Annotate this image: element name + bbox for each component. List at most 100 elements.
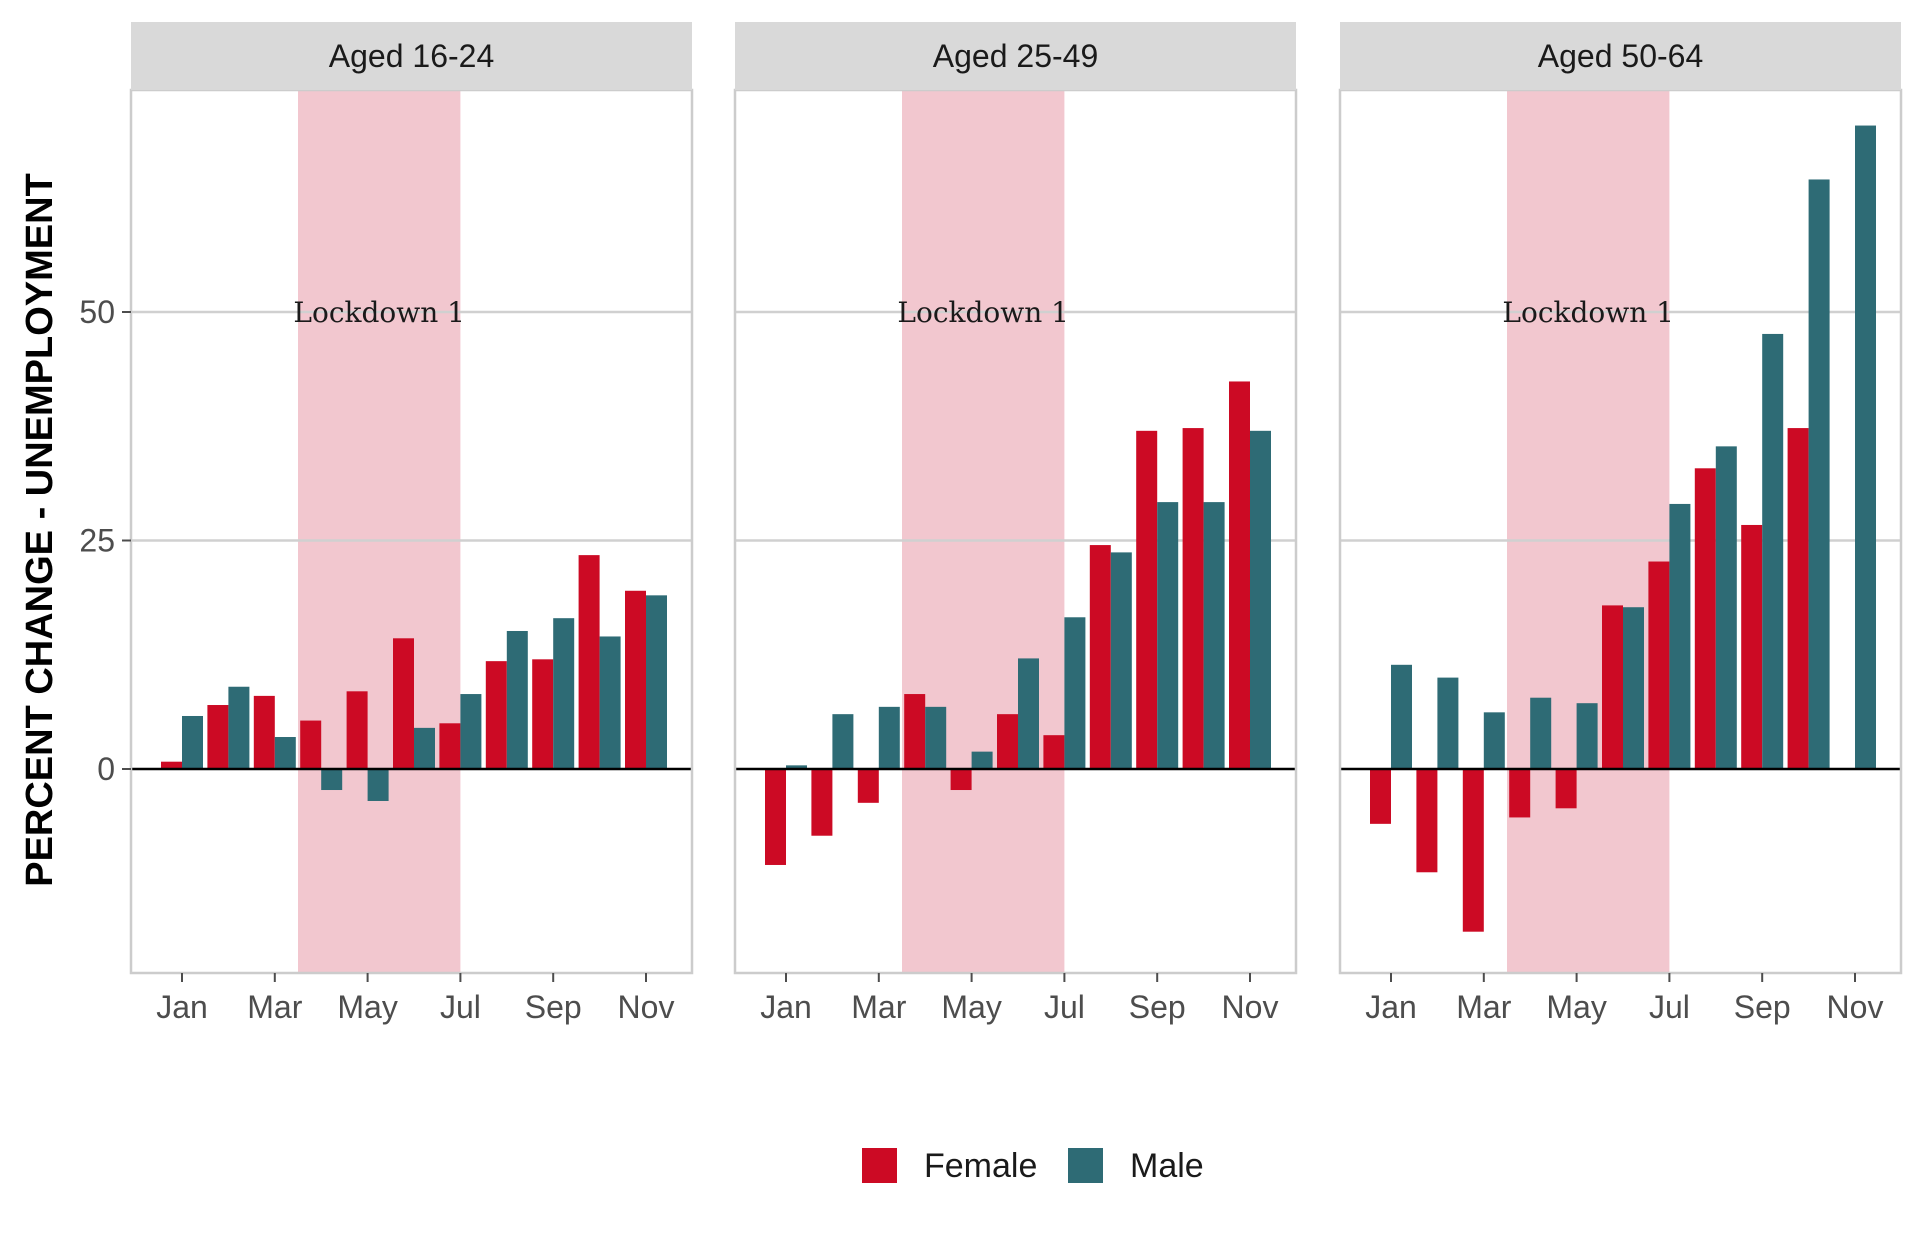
facet-strip [1340,22,1901,90]
bar-female-apr [1509,769,1531,818]
x-tick-label: May [337,989,397,1025]
x-tick-label: May [1546,989,1606,1025]
bar-female-feb [207,705,229,769]
bar-female-nov [1229,381,1250,769]
bar-female-oct [578,555,600,769]
bar-female-jun [393,638,414,769]
x-tick-label: Sep [525,989,582,1025]
lockdown-shade [298,90,461,973]
bar-female-apr [300,720,322,769]
x-tick-label: Sep [1734,989,1791,1025]
facet-title: Aged 16-24 [329,38,494,74]
bar-male-oct [1203,502,1225,769]
legend-label: Male [1130,1147,1204,1185]
lockdown-annotation: Lockdown 1 [1502,296,1674,329]
bar-male-nov [646,595,667,769]
bar-female-aug [485,661,507,769]
bar-male-may [1576,703,1598,769]
bar-male-feb [228,686,250,769]
y-tick-label: 50 [79,294,115,330]
bar-male-apr [925,706,947,769]
bar-female-jan [765,769,786,865]
bar-female-sep [532,659,554,769]
x-tick-label: Jul [440,989,481,1025]
legend: Female Male [862,1147,1204,1185]
x-tick-label: Sep [1129,989,1186,1025]
bar-male-feb [1437,677,1459,769]
bar-male-jul [460,694,482,769]
bar-female-mar [857,769,879,803]
bar-female-sep [1741,524,1763,769]
bar-male-may [367,769,389,801]
y-axis-title: PERCENT CHANGE - UNEMPLOYMENT [19,173,61,887]
bar-male-aug [1110,552,1132,769]
x-tick-label: Mar [1456,989,1511,1025]
y-tick-label: 0 [97,751,115,787]
bar-male-nov [1855,125,1876,769]
x-tick-label: Jul [1649,989,1690,1025]
facet-title: Aged 25-49 [933,38,1098,74]
bar-female-may [346,691,368,769]
facet-strip [131,22,692,90]
bar-female-apr [904,694,926,769]
bar-female-jul [439,723,461,769]
bar-male-mar [878,706,900,769]
lockdown-shade [1507,90,1670,973]
bar-male-may [971,751,993,769]
bar-female-jan [161,761,182,769]
panel-1: Lockdown 1 Aged 16-24 Jan Mar May Jul Sep Nov [129,22,694,1025]
bar-female-sep [1136,430,1158,769]
bar-male-mar [274,737,296,769]
y-axis: 0 25 50 [79,294,131,787]
bar-female-mar [253,695,275,769]
legend-item-female: Female [862,1147,1037,1185]
bar-male-aug [506,630,528,769]
bar-male-apr [1530,697,1552,769]
bar-male-jan [1391,664,1412,769]
x-tick-label: Nov [1827,989,1884,1025]
bar-female-oct [1787,428,1809,769]
facet-strip [735,22,1296,90]
bar-male-oct [599,636,621,769]
bar-female-may [1555,769,1577,809]
bar-male-aug [1715,446,1737,769]
y-tick-label: 25 [79,523,115,559]
bar-male-jun [414,727,435,769]
bar-male-jul [1669,503,1691,769]
x-tick-label: Jul [1044,989,1085,1025]
bar-male-jan [182,715,203,769]
bar-female-jun [997,714,1018,769]
panel-3: Lockdown 1 Aged 50-64 Jan Mar May Jul Sep Nov [1338,22,1903,1025]
bar-female-nov [625,590,646,769]
bar-female-jun [1602,605,1623,769]
panel-2: Lockdown 1 Aged 25-49 Jan Mar May Jul Sep Nov [733,22,1298,1025]
bar-male-sep [1762,333,1784,769]
bar-female-jan [1370,769,1391,824]
lockdown-annotation: Lockdown 1 [897,296,1069,329]
bar-male-jan [786,765,807,769]
bar-female-feb [1416,769,1438,873]
bar-male-jun [1018,658,1039,769]
bar-male-sep [553,618,575,769]
x-tick-label: Jan [156,989,208,1025]
bar-male-mar [1483,712,1505,769]
facet-title: Aged 50-64 [1538,38,1703,74]
x-tick-label: Mar [851,989,906,1025]
legend-label: Female [924,1147,1037,1185]
x-tick-label: Jan [1365,989,1417,1025]
bar-female-jul [1648,561,1670,769]
bar-female-jul [1043,735,1065,769]
bar-female-oct [1182,428,1204,769]
lockdown-shade [902,90,1065,973]
x-tick-label: Jan [760,989,812,1025]
lockdown-annotation: Lockdown 1 [293,296,465,329]
bar-male-oct [1808,179,1830,770]
bar-male-jul [1064,617,1086,769]
legend-swatch [862,1148,897,1183]
x-tick-label: Mar [247,989,302,1025]
bar-female-may [950,769,972,791]
bar-female-mar [1462,769,1484,932]
